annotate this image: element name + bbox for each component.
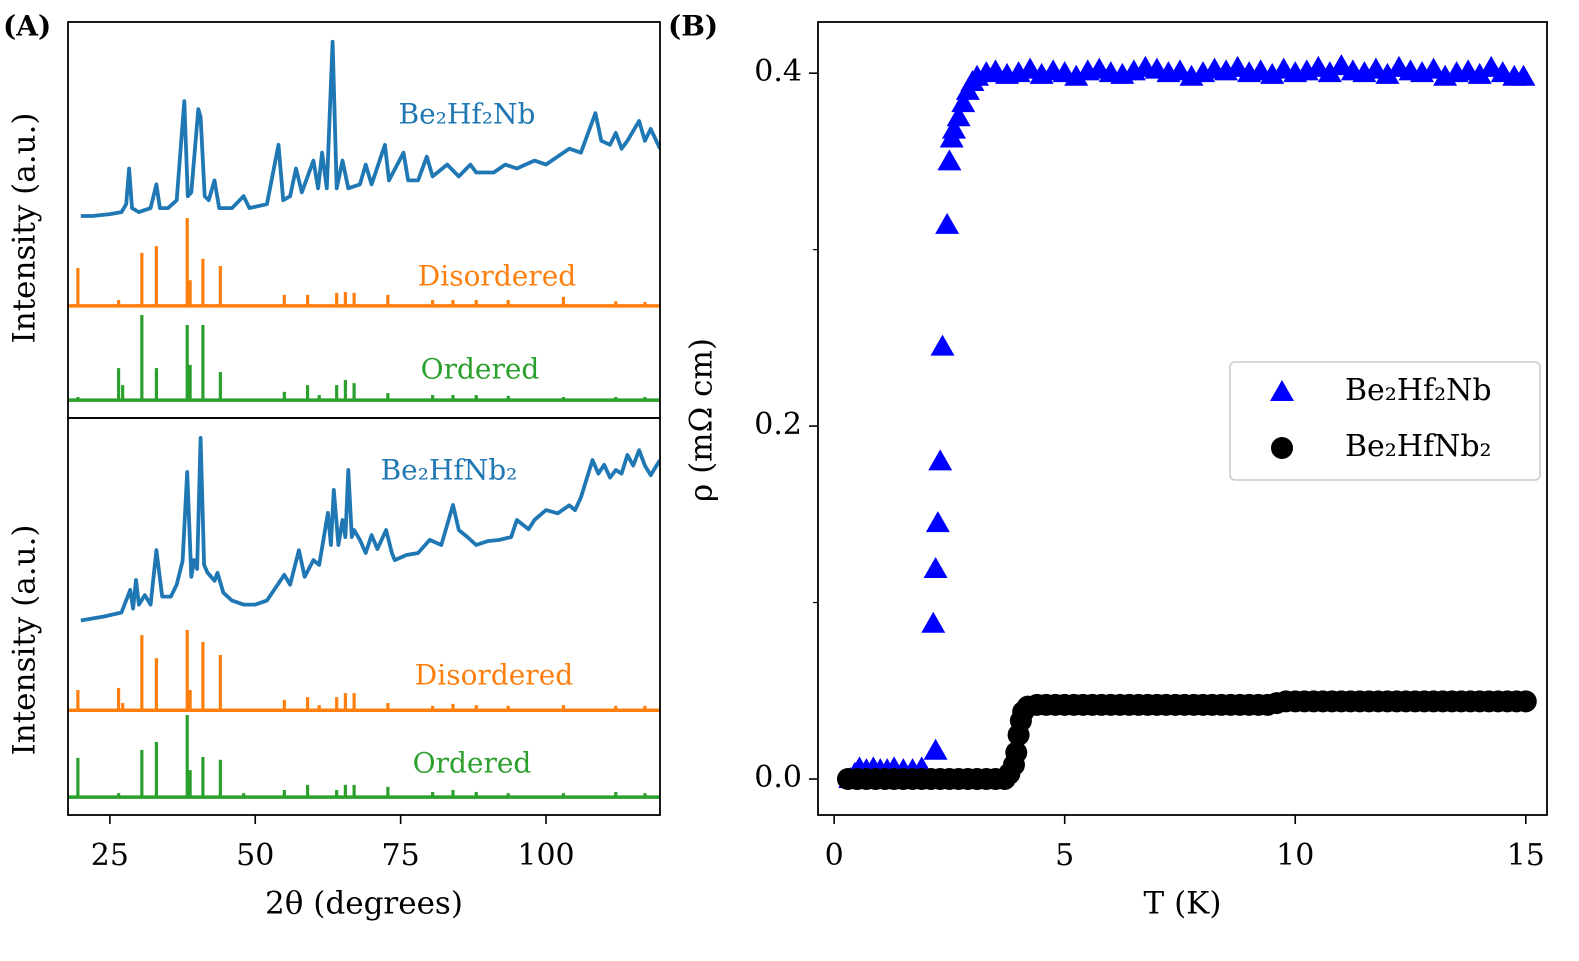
marker [930,334,955,356]
legend-marker [1271,437,1293,459]
y-axis-label: ρ (mΩ cm) [684,338,720,502]
x-tick-label: 0 [825,838,844,873]
legend-marker [1270,380,1294,401]
marker [937,149,962,171]
marker [1317,61,1342,83]
xrd-trace [80,39,660,218]
plot-area [836,54,1537,791]
trace-label: Ordered [413,747,532,780]
trace-label: Disordered [415,659,573,692]
legend-frame [1229,361,1541,481]
marker [1005,741,1028,764]
x-tick-label: 100 [517,838,574,873]
panel-label: (B) [668,10,718,43]
y-axis-label: Intensity (a.u.) [7,113,43,344]
legend-label: Be₂Hf₂Nb [1345,373,1492,408]
y-tick-label: 0.4 [754,54,802,89]
trace-label: Be₂Hf₂Nb [399,98,536,131]
marker [928,449,953,471]
x-tick-label: 15 [1507,838,1545,873]
marker [923,738,948,760]
legend: Be₂Hf₂Nb Be₂HfNb₂ [1229,361,1541,481]
marker [1421,57,1446,79]
marker [1514,690,1537,713]
x-tick-label: 5 [1055,838,1074,873]
trace-label: Be₂HfNb₂ [381,454,518,487]
marker [1260,62,1285,84]
marker [1511,64,1536,86]
trace-label: Ordered [421,353,540,386]
y-tick-label: 0.2 [754,407,802,442]
trace-label: Disordered [418,260,576,293]
xrd-trace [80,436,660,623]
marker [942,117,967,139]
marker [951,91,976,113]
axes-frame [67,21,661,419]
x-axis-label: 2θ (degrees) [265,886,463,922]
y-tick-label: 0.0 [754,760,802,795]
marker [1375,62,1400,84]
plot-area [68,436,660,799]
marker [921,611,946,633]
marker [925,511,950,533]
x-tick-label: 75 [382,838,420,873]
marker [1064,64,1089,86]
plot-area [68,39,660,402]
x-tick-label: 50 [236,838,274,873]
marker [1467,62,1492,84]
x-tick-label: 25 [91,838,129,873]
marker [923,557,948,579]
x-tick-label: 10 [1276,838,1314,873]
axes-frame [67,417,661,816]
legend-label: Be₂HfNb₂ [1345,429,1492,464]
panel-label: (A) [3,10,51,43]
axes-frame [817,21,1548,816]
marker [935,212,960,234]
marker [946,105,971,127]
y-axis-label: Intensity (a.u.) [7,525,43,756]
x-axis-label: T (K) [1144,886,1222,922]
